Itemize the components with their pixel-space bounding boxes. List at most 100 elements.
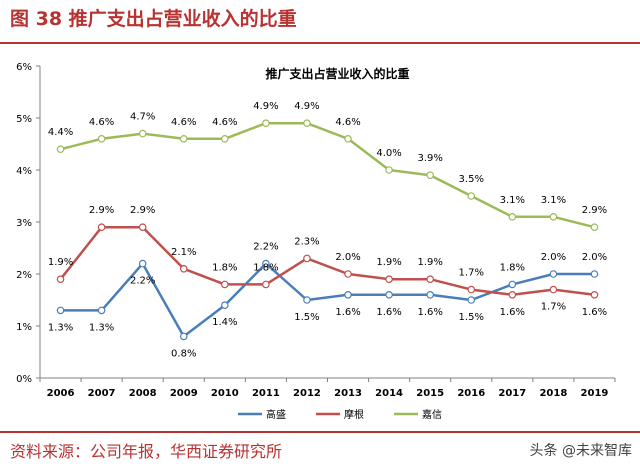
y-tick-label: 0%	[16, 374, 32, 385]
data-label-1: 1.9%	[48, 257, 73, 268]
legend-label-0: 高盛	[266, 408, 286, 421]
data-label-1: 1.7%	[541, 302, 566, 313]
x-tick-label: 2019	[581, 388, 609, 399]
data-point-0	[467, 296, 476, 304]
data-point-2	[344, 135, 352, 143]
data-point-1	[590, 291, 599, 299]
data-label-1: 1.6%	[500, 307, 525, 318]
data-point-0	[508, 280, 517, 289]
data-point-0	[221, 301, 229, 310]
data-point-0	[385, 291, 393, 299]
y-tick-label: 4%	[16, 166, 32, 177]
data-label-1: 1.7%	[459, 268, 484, 279]
data-point-1	[467, 285, 476, 294]
data-point-0	[262, 259, 270, 268]
data-label-2: 2.9%	[582, 205, 607, 216]
data-label-2: 3.1%	[500, 195, 525, 206]
data-label-1: 1.6%	[582, 307, 607, 318]
data-point-0	[303, 296, 311, 304]
data-point-2	[467, 192, 476, 200]
x-tick-label: 2006	[47, 388, 75, 399]
legend-label-2: 嘉信	[422, 408, 442, 421]
data-label-0: 1.5%	[459, 312, 484, 323]
data-point-1	[56, 275, 65, 284]
data-point-2	[97, 135, 106, 143]
title-rule	[0, 42, 640, 44]
x-tick-label: 2009	[170, 388, 198, 399]
x-tick-label: 2018	[539, 388, 567, 399]
data-label-2: 4.6%	[171, 117, 196, 128]
data-point-2	[590, 223, 599, 232]
data-label-2: 4.6%	[212, 117, 237, 128]
data-label-0: 1.8%	[500, 262, 525, 273]
data-label-2: 4.4%	[48, 127, 73, 138]
data-label-0: 2.2%	[253, 242, 278, 253]
data-label-2: 4.0%	[376, 148, 401, 159]
data-label-2: 4.6%	[89, 117, 114, 128]
data-point-1	[549, 285, 558, 294]
data-label-0: 2.0%	[582, 252, 607, 263]
data-point-0	[138, 259, 147, 268]
data-label-1: 2.9%	[130, 205, 155, 216]
data-label-0: 1.6%	[417, 307, 442, 318]
data-label-2: 4.6%	[335, 117, 360, 128]
data-point-1	[385, 275, 393, 284]
data-label-0: 1.6%	[335, 307, 360, 318]
data-point-2	[549, 213, 558, 221]
data-label-1: 1.8%	[212, 262, 237, 273]
series-line-2	[60, 121, 595, 229]
data-point-1	[221, 280, 229, 289]
x-tick-label: 2011	[252, 388, 280, 399]
data-point-0	[590, 270, 599, 278]
x-tick-label: 2016	[457, 388, 485, 399]
legend-label-1: 摩根	[344, 408, 364, 421]
data-label-1: 2.1%	[171, 247, 196, 258]
figure-title: 图 38 推广支出占营业收入的比重	[10, 8, 297, 30]
data-label-0: 1.5%	[294, 312, 319, 323]
data-point-2	[179, 135, 188, 143]
chart-title: 推广支出占营业收入的比重	[265, 66, 409, 81]
data-point-2	[56, 145, 65, 154]
y-tick-label: 1%	[16, 322, 32, 333]
series-line-0	[60, 262, 595, 338]
data-point-2	[262, 119, 270, 128]
data-label-1: 1.9%	[417, 257, 442, 268]
data-label-0: 2.0%	[541, 252, 566, 263]
data-label-1: 2.9%	[89, 205, 114, 216]
data-point-2	[303, 119, 311, 128]
data-point-1	[303, 254, 311, 263]
x-tick-label: 2012	[293, 388, 321, 399]
data-point-1	[344, 270, 352, 278]
data-point-2	[138, 129, 147, 138]
data-label-2: 4.9%	[294, 101, 319, 112]
y-tick-label: 2%	[16, 270, 32, 281]
data-point-2	[508, 213, 517, 221]
data-point-0	[426, 291, 434, 299]
data-label-1: 1.8%	[253, 262, 278, 273]
data-label-2: 3.5%	[459, 174, 484, 185]
y-tick-label: 6%	[16, 62, 32, 73]
data-point-0	[179, 332, 188, 341]
data-point-0	[344, 291, 352, 299]
data-label-1: 2.3%	[294, 236, 319, 247]
y-tick-label: 5%	[16, 114, 32, 125]
data-point-1	[97, 223, 106, 232]
data-point-2	[221, 135, 229, 143]
data-label-2: 4.9%	[253, 101, 278, 112]
line-chart: 推广支出占营业收入的比重 0% 1% 2% 3% 4% 5% 6% 2006 2007 2008 20…	[16, 62, 616, 421]
data-point-0	[97, 306, 106, 315]
data-label-1: 1.9%	[376, 257, 401, 268]
x-tick-label: 2014	[375, 388, 403, 399]
data-point-1	[508, 291, 517, 299]
x-tick-label: 2008	[129, 388, 157, 399]
data-label-0: 0.8%	[171, 348, 196, 359]
data-label-2: 3.9%	[417, 153, 442, 164]
data-point-1	[138, 223, 147, 232]
data-label-2: 4.7%	[130, 112, 155, 123]
source-note: 资料来源：公司年报，华西证券研究所	[10, 442, 283, 461]
data-point-0	[549, 270, 558, 278]
series-line-1	[59, 225, 595, 297]
data-point-2	[426, 171, 434, 180]
data-point-2	[385, 166, 393, 174]
data-point-0	[56, 306, 65, 315]
